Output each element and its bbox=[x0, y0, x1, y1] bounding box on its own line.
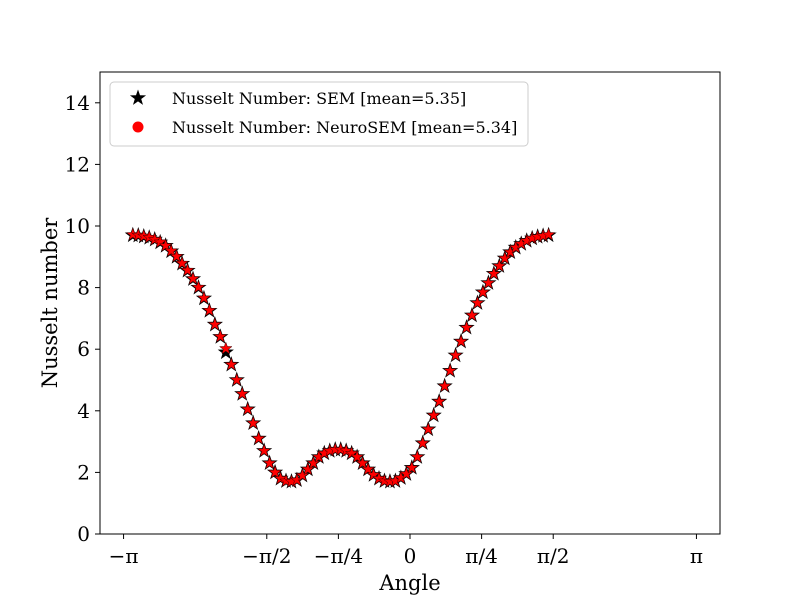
neurosem-point bbox=[158, 238, 173, 252]
neurosem-point bbox=[224, 357, 239, 371]
neurosem-point bbox=[240, 401, 255, 416]
neurosem-point bbox=[235, 386, 250, 400]
neurosem-point bbox=[470, 295, 485, 309]
legend-circle-marker bbox=[132, 121, 144, 133]
y-tick-label: 4 bbox=[77, 399, 90, 423]
neurosem-point bbox=[476, 284, 490, 299]
neurosem-point bbox=[295, 468, 310, 482]
neurosem-point bbox=[202, 303, 217, 317]
neurosem-point bbox=[191, 280, 206, 294]
neurosem-point bbox=[164, 243, 179, 257]
neurosem-point bbox=[246, 415, 261, 429]
neurosem-point bbox=[213, 329, 228, 343]
neurosem-point bbox=[350, 449, 365, 463]
neurosem-point bbox=[459, 320, 474, 334]
neurosem-point bbox=[421, 422, 436, 436]
neurosem-point bbox=[432, 394, 447, 408]
neurosem-point bbox=[197, 290, 211, 304]
x-tick-label: −π/2 bbox=[242, 544, 291, 568]
neurosem-point bbox=[300, 462, 315, 476]
legend-marker-neurosem bbox=[132, 121, 144, 133]
neurosem-point bbox=[169, 249, 184, 263]
x-tick-label: 0 bbox=[404, 544, 417, 568]
y-tick-label: 2 bbox=[77, 460, 90, 484]
neurosem-point bbox=[492, 258, 507, 272]
neurosem-point bbox=[481, 275, 496, 289]
data-markers bbox=[124, 226, 557, 489]
neurosem-point bbox=[437, 378, 452, 393]
neurosem-point bbox=[218, 341, 233, 355]
y-tick-label: 8 bbox=[77, 276, 90, 300]
neurosem-point bbox=[355, 455, 370, 470]
neurosem-point bbox=[443, 363, 458, 377]
neurosem-point bbox=[448, 348, 463, 362]
neurosem-point bbox=[415, 435, 430, 450]
neurosem-point bbox=[426, 408, 441, 422]
neurosem-point bbox=[262, 455, 277, 470]
neurosem-point bbox=[251, 431, 266, 445]
legend-label-neurosem: Nusselt Number: NeuroSEM [mean=5.34] bbox=[172, 118, 517, 137]
legend: Nusselt Number: SEM [mean=5.35] Nusselt … bbox=[109, 81, 529, 147]
neurosem-point bbox=[361, 462, 375, 476]
neurosem-point bbox=[486, 266, 501, 280]
y-tick-label: 0 bbox=[77, 522, 90, 546]
neurosem-point bbox=[541, 227, 556, 241]
legend-box bbox=[109, 81, 529, 147]
x-tick-label: π bbox=[690, 544, 703, 568]
neurosem-point bbox=[410, 449, 425, 463]
neurosem-point bbox=[497, 251, 512, 265]
neurosem-point bbox=[257, 443, 272, 457]
neurosem-point bbox=[366, 467, 381, 481]
neurosem-point bbox=[180, 263, 195, 277]
neurosem-point bbox=[465, 308, 479, 322]
neurosem-point bbox=[153, 234, 168, 248]
neurosem-point bbox=[175, 256, 189, 270]
y-axis-ticks: 0 2 4 6 8 10 12 14 bbox=[65, 91, 100, 546]
y-tick-label: 10 bbox=[65, 214, 90, 238]
x-tick-label: π/4 bbox=[465, 544, 498, 568]
x-tick-label: π/2 bbox=[537, 544, 570, 568]
neurosem-point bbox=[268, 465, 282, 479]
neurosem-point bbox=[344, 446, 359, 460]
neurosem-point bbox=[454, 334, 468, 348]
neurosem-point bbox=[404, 460, 419, 474]
neurosem-point bbox=[229, 372, 244, 386]
x-tick-label: −π bbox=[109, 544, 139, 568]
neurosem-point bbox=[186, 271, 200, 285]
x-axis-ticks: −π −π/2 −π/4 0 π/4 π/2 π bbox=[109, 534, 703, 568]
x-tick-label: −π/4 bbox=[314, 544, 363, 568]
y-axis-label: Nusselt number bbox=[38, 217, 62, 389]
neurosem-point bbox=[306, 455, 321, 470]
neurosem-point bbox=[399, 466, 414, 480]
legend-marker-sem bbox=[129, 89, 147, 105]
legend-label-sem: Nusselt Number: SEM [mean=5.35] bbox=[172, 89, 466, 108]
legend-star-marker bbox=[129, 89, 147, 105]
neurosem-point bbox=[207, 317, 222, 331]
y-tick-label: 14 bbox=[65, 91, 90, 115]
y-tick-label: 12 bbox=[65, 152, 90, 176]
y-tick-label: 6 bbox=[77, 337, 90, 361]
x-axis-label: Angle bbox=[378, 571, 440, 595]
